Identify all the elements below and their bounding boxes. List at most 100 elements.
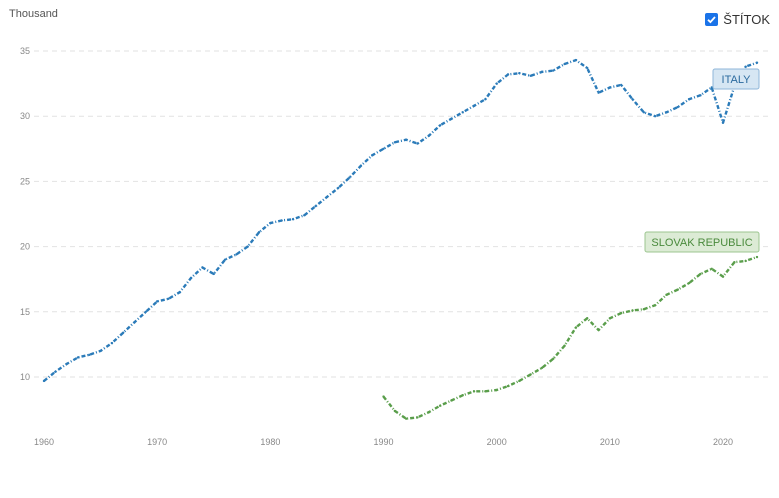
data-point-italy — [122, 331, 125, 334]
data-point-italy — [619, 83, 623, 87]
checkbox-checked-icon[interactable] — [705, 13, 719, 26]
series-tag-label-slovak-republic: SLOVAK REPUBLIC — [651, 237, 752, 249]
data-point-italy — [144, 310, 148, 313]
data-point-italy — [155, 300, 159, 303]
data-point-italy — [506, 73, 510, 76]
data-point-italy — [280, 219, 283, 222]
data-point-slovak-republic — [642, 307, 646, 311]
data-point-italy — [325, 195, 329, 199]
data-point-italy — [314, 204, 317, 208]
data-point-italy — [563, 62, 566, 66]
series-tag-label-italy: ITALY — [722, 74, 752, 86]
x-tick-label-1960: 1960 — [34, 437, 54, 447]
y-tick-label-10: 10 — [20, 372, 30, 382]
data-point-italy — [42, 379, 46, 383]
y-tick-label-25: 25 — [20, 176, 30, 186]
data-point-italy — [54, 370, 57, 373]
label-toggle[interactable]: ŠTÍTOK — [705, 12, 770, 27]
series-tag-slovak-republic — [644, 231, 760, 253]
data-point-italy — [438, 124, 442, 127]
series-line-italy — [43, 58, 758, 382]
data-point-slovak-republic — [393, 409, 397, 413]
data-point-slovak-republic — [529, 373, 532, 376]
data-point-slovak-republic — [484, 390, 487, 393]
data-point-slovak-republic — [687, 281, 691, 285]
data-point-italy — [574, 58, 578, 62]
data-point-italy — [178, 291, 182, 294]
data-point-slovak-republic — [450, 399, 453, 402]
data-point-italy — [269, 221, 272, 225]
y-tick-label-20: 20 — [20, 242, 30, 252]
data-point-slovak-republic — [427, 411, 430, 414]
data-point-italy — [416, 142, 419, 145]
data-point-italy — [257, 231, 261, 234]
data-point-slovak-republic — [404, 417, 408, 420]
data-point-slovak-republic — [653, 304, 657, 307]
data-point-italy — [427, 134, 430, 137]
data-point-italy — [88, 353, 91, 357]
data-point-italy — [642, 111, 646, 114]
data-point-slovak-republic — [744, 259, 747, 263]
data-point-italy — [303, 214, 306, 217]
data-point-slovak-republic — [721, 275, 725, 278]
data-point-italy — [167, 297, 170, 300]
y-axis-unit-label: Thousand — [9, 8, 58, 20]
data-point-slovak-republic — [586, 317, 589, 320]
data-point-slovak-republic — [755, 255, 759, 259]
data-point-slovak-republic — [619, 311, 623, 315]
data-point-italy — [495, 82, 498, 85]
data-point-slovak-republic — [506, 384, 510, 388]
data-point-slovak-republic — [699, 272, 702, 276]
data-point-italy — [382, 147, 385, 150]
data-point-italy — [99, 349, 102, 353]
data-point-slovak-republic — [676, 288, 679, 291]
data-point-slovak-republic — [518, 379, 521, 383]
data-point-italy — [246, 245, 249, 248]
series-tag-italy — [712, 68, 760, 90]
y-tick-label-30: 30 — [20, 111, 30, 121]
data-point-italy — [393, 141, 397, 144]
x-tick-label-1970: 1970 — [147, 437, 167, 447]
data-point-slovak-republic — [416, 416, 419, 419]
data-point-italy — [450, 117, 453, 121]
data-point-italy — [529, 74, 532, 77]
data-point-italy — [755, 61, 759, 64]
x-tick-label-2010: 2010 — [600, 437, 620, 447]
data-point-italy — [133, 321, 136, 324]
data-point-italy — [223, 258, 227, 261]
data-point-italy — [687, 98, 691, 101]
data-point-slovak-republic — [495, 388, 498, 392]
data-point-slovak-republic — [552, 357, 555, 360]
data-point-slovak-republic — [472, 390, 476, 393]
data-point-slovak-republic — [461, 394, 464, 397]
data-point-italy — [359, 164, 363, 167]
data-point-italy — [586, 66, 589, 70]
data-point-italy — [235, 253, 238, 256]
data-point-slovak-republic — [382, 395, 385, 398]
data-point-italy — [699, 94, 702, 97]
data-point-italy — [189, 276, 193, 280]
y-tick-label-15: 15 — [20, 307, 30, 317]
data-point-italy — [110, 341, 114, 345]
data-point-italy — [76, 356, 80, 359]
data-point-italy — [461, 111, 464, 114]
data-point-italy — [653, 115, 657, 118]
data-point-italy — [676, 105, 679, 109]
data-point-italy — [540, 70, 544, 74]
data-point-italy — [710, 86, 713, 89]
data-point-slovak-republic — [733, 261, 736, 264]
data-point-italy — [721, 121, 725, 124]
data-point-italy — [744, 65, 747, 68]
data-point-slovak-republic — [438, 404, 442, 407]
data-point-italy — [348, 176, 351, 179]
data-point-italy — [631, 98, 634, 101]
data-point-italy — [337, 186, 340, 190]
data-point-italy — [291, 218, 295, 221]
series-line-slovak-republic — [382, 255, 758, 420]
data-point-slovak-republic — [710, 267, 713, 270]
data-point-italy — [518, 71, 521, 75]
data-point-italy — [665, 111, 668, 114]
x-tick-label-2000: 2000 — [487, 437, 507, 447]
data-point-italy — [608, 86, 612, 89]
